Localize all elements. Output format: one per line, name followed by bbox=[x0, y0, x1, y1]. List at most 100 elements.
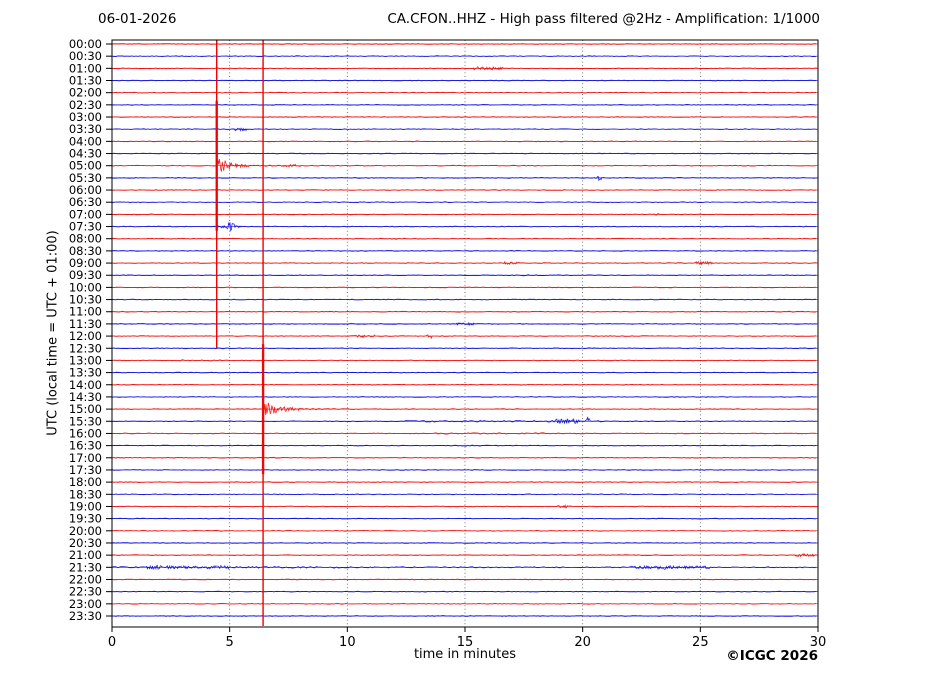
trace-row-13:30 bbox=[111, 371, 817, 374]
trace-row-06:30 bbox=[111, 201, 817, 204]
y-tick-label: 02:00 bbox=[69, 86, 102, 100]
y-tick-label: 04:00 bbox=[69, 134, 102, 148]
station-title: CA.CFON..HHZ - High pass filtered @2Hz -… bbox=[387, 11, 820, 27]
y-tick-label: 09:00 bbox=[69, 256, 102, 270]
y-tick-label: 07:00 bbox=[69, 207, 102, 221]
y-tick-label: 00:00 bbox=[69, 37, 102, 51]
y-tick-label: 00:30 bbox=[69, 49, 102, 63]
y-tick-label: 12:00 bbox=[69, 329, 102, 343]
trace-row-07:00 bbox=[111, 212, 817, 216]
trace-row-16:00 bbox=[111, 432, 817, 435]
trace-row-01:00 bbox=[111, 65, 818, 71]
trace-row-15:30 bbox=[111, 416, 817, 425]
trace-row-09:30 bbox=[111, 274, 817, 277]
trace-row-01:30 bbox=[111, 79, 817, 82]
trace-row-19:30 bbox=[111, 517, 817, 520]
trace-row-12:00 bbox=[111, 334, 817, 340]
y-tick-label: 12:30 bbox=[69, 341, 102, 355]
y-tick-label: 07:30 bbox=[69, 220, 102, 234]
x-tick-label: 15 bbox=[457, 635, 474, 650]
trace-row-17:30 bbox=[111, 468, 817, 471]
trace-row-08:00 bbox=[111, 237, 817, 240]
x-axis-label: time in minutes bbox=[413, 647, 517, 662]
date-title: 06-01-2026 bbox=[98, 11, 177, 27]
trace-row-06:00 bbox=[111, 189, 817, 191]
copyright-notice: ©ICGC 2026 bbox=[726, 648, 818, 664]
trace-row-09:00 bbox=[111, 260, 817, 266]
y-tick-label: 19:30 bbox=[69, 512, 102, 526]
trace-row-05:30 bbox=[111, 175, 818, 182]
x-tick-label: 25 bbox=[692, 635, 709, 650]
x-tick-label: 10 bbox=[339, 635, 356, 650]
trace-row-03:30 bbox=[111, 127, 817, 132]
y-tick-label: 21:00 bbox=[69, 548, 102, 562]
trace-row-22:30 bbox=[111, 590, 817, 593]
y-tick-label: 10:00 bbox=[69, 280, 102, 294]
trace-row-13:00 bbox=[111, 359, 817, 362]
trace-row-08:30 bbox=[111, 249, 817, 252]
trace-row-19:00 bbox=[111, 503, 818, 509]
trace-row-23:30 bbox=[111, 615, 817, 617]
trace-row-20:30 bbox=[111, 542, 817, 544]
y-tick-label: 21:30 bbox=[69, 560, 102, 574]
y-axis-label: UTC (local time = UTC + 01:00) bbox=[45, 230, 61, 436]
trace-row-23:00 bbox=[111, 602, 817, 605]
y-tick-label: 17:00 bbox=[69, 451, 102, 465]
trace-row-03:00 bbox=[111, 116, 817, 118]
y-tick-label: 05:30 bbox=[69, 171, 102, 185]
trace-row-05:00 bbox=[111, 158, 817, 173]
trace-row-18:00 bbox=[111, 481, 817, 484]
trace-row-02:30 bbox=[111, 103, 817, 106]
trace-row-14:30 bbox=[111, 396, 817, 398]
y-tick-label: 16:00 bbox=[69, 426, 102, 440]
trace-row-20:00 bbox=[111, 529, 817, 532]
trace-row-21:00 bbox=[111, 553, 818, 558]
y-tick-label: 01:00 bbox=[69, 61, 102, 75]
y-tick-label: 10:30 bbox=[69, 293, 102, 307]
y-tick-label: 14:30 bbox=[69, 390, 102, 404]
y-tick-label: 11:00 bbox=[69, 305, 102, 319]
y-tick-label: 13:30 bbox=[69, 366, 102, 380]
trace-row-22:00 bbox=[111, 578, 817, 581]
trace-row-11:30 bbox=[111, 321, 817, 326]
y-tick-label: 18:30 bbox=[69, 487, 102, 501]
y-tick-label: 03:30 bbox=[69, 122, 102, 136]
y-tick-label: 02:30 bbox=[69, 98, 102, 112]
y-tick-label: 22:30 bbox=[69, 585, 102, 599]
y-tick-label: 08:30 bbox=[69, 244, 102, 258]
trace-row-00:30 bbox=[111, 55, 817, 58]
y-tick-label: 09:30 bbox=[69, 268, 102, 282]
y-tick-label: 03:00 bbox=[69, 110, 102, 124]
trace-row-04:00 bbox=[111, 140, 817, 143]
trace-row-07:30 bbox=[111, 221, 817, 232]
y-tick-label: 15:30 bbox=[69, 414, 102, 428]
y-tick-label: 19:00 bbox=[69, 499, 102, 513]
trace-row-00:00 bbox=[111, 43, 817, 45]
y-tick-label: 04:30 bbox=[69, 147, 102, 161]
x-tick-label: 5 bbox=[226, 635, 234, 650]
x-tick-label: 20 bbox=[574, 635, 591, 650]
y-tick-label: 01:30 bbox=[69, 74, 102, 88]
y-tick-label: 20:00 bbox=[69, 524, 102, 538]
y-tick-label: 18:00 bbox=[69, 475, 102, 489]
trace-row-15:00 bbox=[111, 402, 817, 415]
y-tick-label: 16:30 bbox=[69, 439, 102, 453]
y-tick-label: 22:00 bbox=[69, 572, 102, 586]
y-tick-label: 08:00 bbox=[69, 232, 102, 246]
y-tick-label: 17:30 bbox=[69, 463, 102, 477]
x-tick-label: 30 bbox=[810, 635, 827, 650]
trace-row-21:30 bbox=[111, 564, 817, 571]
y-tick-label: 13:00 bbox=[69, 353, 102, 367]
x-tick-label: 0 bbox=[108, 635, 116, 650]
y-tick-label: 06:00 bbox=[69, 183, 102, 197]
y-tick-label: 05:00 bbox=[69, 159, 102, 173]
trace-row-10:00 bbox=[111, 286, 817, 289]
y-tick-label: 14:00 bbox=[69, 378, 102, 392]
y-tick-label: 23:30 bbox=[69, 609, 102, 623]
y-tick-label: 06:30 bbox=[69, 195, 102, 209]
trace-row-04:30 bbox=[111, 152, 817, 155]
y-tick-label: 23:00 bbox=[69, 597, 102, 611]
trace-row-02:00 bbox=[111, 91, 817, 94]
